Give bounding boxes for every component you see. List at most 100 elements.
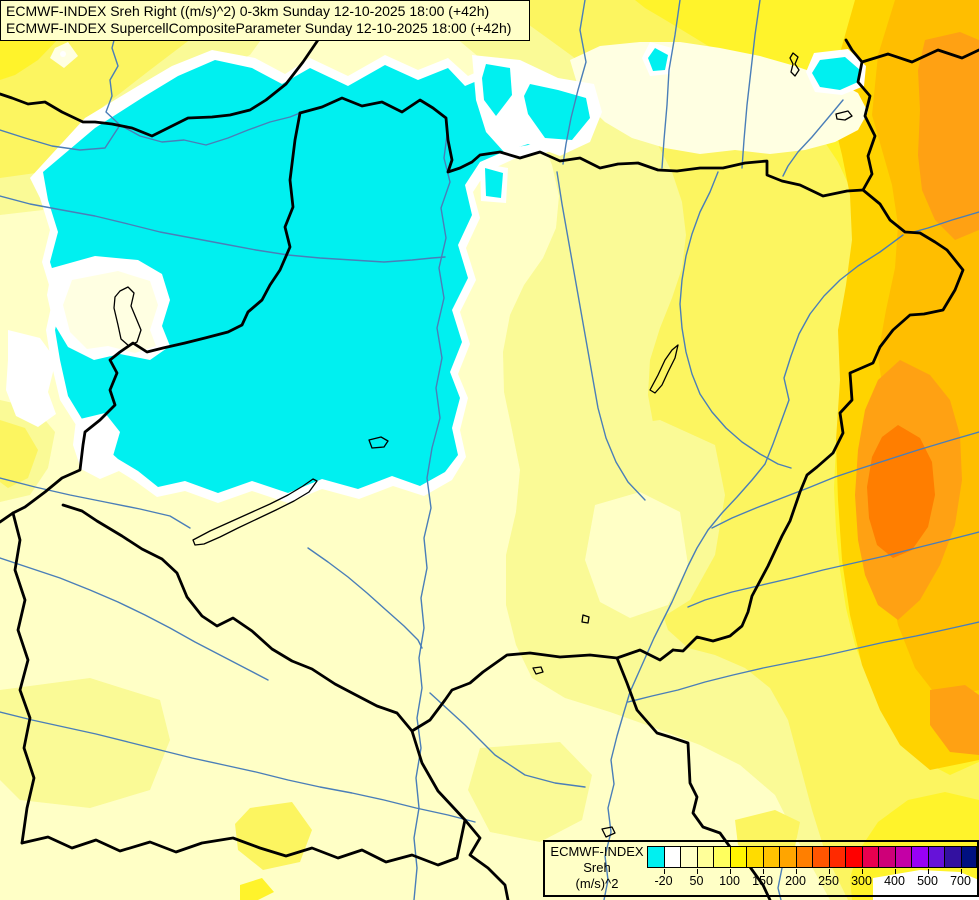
colorbar-cell-4 [713,846,730,868]
fill-hexagon-cyan [812,57,860,90]
fill-ne-orange [918,32,979,240]
croatia-south-exit-border [463,818,510,900]
zala-river [0,477,191,529]
colorbar-tick-mark [795,869,797,874]
fill-se-white-patch [873,870,979,900]
colorbar-tick-label: 400 [884,874,905,888]
fill-tc-cyan1 [482,64,512,116]
lake-layer [113,52,853,838]
colorbar-cell-11 [828,846,845,868]
lake-velence [368,436,389,449]
fill-sw-pale-patch [0,678,170,808]
colorbar-cell-7 [762,846,779,868]
czech-austria-border [0,38,320,138]
hron-river [661,0,681,169]
fill-tc-cyan2 [524,84,590,140]
colorbar-cell-14 [878,846,895,868]
fill-west-white-strip [6,330,56,427]
colorbar-cell-16 [911,846,928,868]
colorbar-cell-19 [960,846,977,868]
sarviz-river [429,692,586,788]
bodrog-river [782,99,844,177]
tisza-river [603,234,904,900]
colorbar-tick-label: 500 [917,874,938,888]
title-box: ECMWF-INDEX Sreh Right ((m/s)^2) 0-3km S… [0,0,530,41]
colorbar-tick-mark [663,869,665,874]
colorbar-tick-mark [927,869,929,874]
colorbar-tick-label: 150 [752,874,773,888]
fill-diamond-cyan [648,48,668,71]
colorbar-tick-mark [729,869,731,874]
fill-s-yellow-spot [240,878,274,900]
small-lake-3 [601,826,616,838]
fill-neusiedl-cream [63,271,158,353]
small-lake-2 [532,666,544,675]
legend-parameter-label: Sreh [583,860,611,875]
szamos-river [909,211,979,234]
lake-tisza [649,344,679,394]
legend-box: ECMWF-INDEX Sreh (m/s)^2 -20 50 100 150 200 2… [543,840,979,897]
hungary-slovakia-border [298,96,865,198]
danube-upper-river [105,0,301,146]
fill-s-pale-band [468,742,592,842]
lake-neusiedl [113,286,142,347]
fill-sw-white-patch [73,413,120,479]
colorbar-tick-mark [696,869,698,874]
austria-hungary-border [0,111,302,524]
fill-west-light-patch [0,420,38,488]
ne-lake-outline [789,52,800,77]
colorbar [647,846,977,868]
colorbar-cell-9 [795,846,812,868]
fill-se-orange [930,685,979,755]
colorbar-tick-mark [828,869,830,874]
maros-river [627,621,979,703]
croatia-bosnia-border [20,818,467,867]
slovakia-ukraine-border [844,38,877,192]
fill-tc-cyan3 [485,168,503,198]
colorbar-cell-5 [729,846,746,868]
small-lake-4 [835,110,853,121]
border-layer [0,38,979,900]
colorbar-tick-label: 250 [818,874,839,888]
colorbar-cell-8 [779,846,796,868]
title-line-2: ECMWF-INDEX SupercellCompositeParameter … [6,20,512,36]
slovenia-croatia-border [11,511,36,845]
legend-labels: ECMWF-INDEX Sreh (m/s)^2 [547,844,647,892]
colorbar-tick-label: 50 [689,874,704,888]
colorbar-cell-15 [894,846,911,868]
raba-river [0,195,446,263]
colorbar-cell-18 [944,846,961,868]
fill-s-light-spot [735,810,800,857]
hornad-river [741,0,761,169]
koros-river [711,431,979,529]
colorbar-tick-label: 200 [785,874,806,888]
colorbar-tick-mark [861,869,863,874]
colorbar-tick-label: 100 [719,874,740,888]
lake-balaton [192,478,318,546]
colorbar-cell-2 [680,846,697,868]
colorbar-tick-label: 700 [950,874,971,888]
small-lake-1 [581,614,590,624]
fill-pocket-base-south [585,492,688,618]
colorbar-tick-mark [960,869,962,874]
ukraine-border-branch [860,48,979,64]
colorbar-cell-1 [663,846,680,868]
sio-river [307,547,423,649]
legend-units-label: (m/s)^2 [575,876,619,891]
legend-product-label: ECMWF-INDEX [550,844,644,859]
colorbar-tick-label: 300 [851,874,872,888]
morava-river [0,124,121,151]
drava-river [0,711,476,823]
colorbar-cell-17 [927,846,944,868]
fill-pocket-light [740,200,835,305]
mura-river [0,557,269,681]
sajo-river [679,171,792,469]
hungary-croatia-south-border [410,651,619,733]
hungary-slovenia-croatia-border [61,503,467,822]
hungary-romania-border [671,188,965,653]
fill-east-deep-orange [867,425,935,558]
